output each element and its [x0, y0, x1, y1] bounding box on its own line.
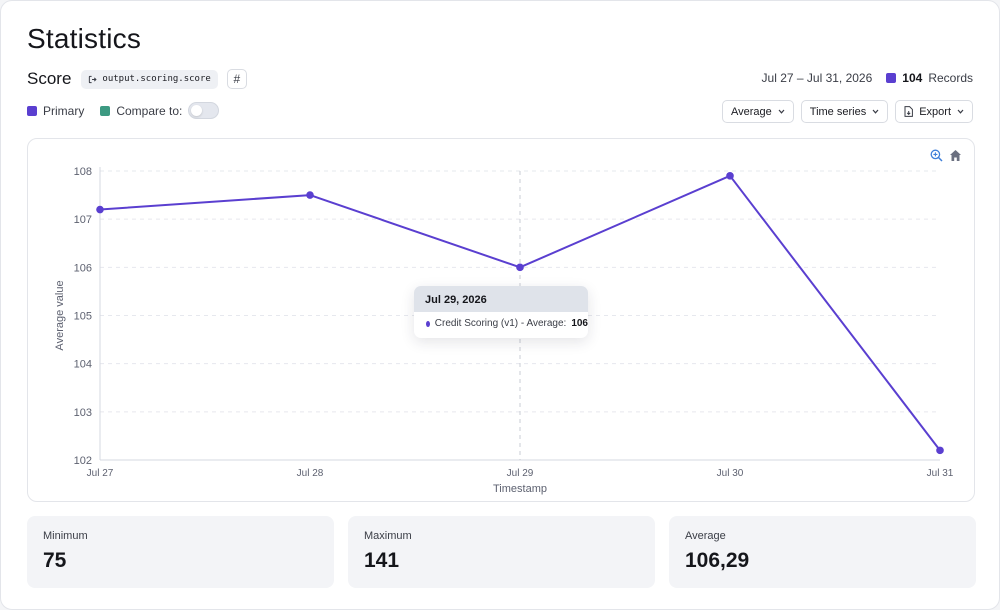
output-arrow-icon — [89, 75, 98, 83]
chevron-down-icon — [957, 109, 964, 114]
view-dropdown[interactable]: Time series — [800, 100, 889, 123]
stat-minimum-value: 75 — [43, 549, 67, 572]
export-file-icon — [904, 106, 914, 117]
data-point — [306, 191, 314, 199]
chevron-down-icon — [872, 109, 879, 114]
data-point — [936, 446, 944, 455]
x-tick-label: Jul 29 — [507, 468, 534, 479]
y-tick-label: 108 — [74, 166, 92, 178]
stat-average: Average 106,29 — [669, 516, 976, 588]
metric-label: Score — [27, 69, 72, 88]
view-value: Time series — [809, 105, 867, 118]
export-dropdown[interactable]: Export — [895, 100, 973, 123]
date-range: Jul 27 – Jul 31, 2026 — [761, 71, 873, 85]
legend-row: Primary Compare to: — [27, 102, 220, 119]
stat-maximum-value: 141 — [364, 549, 400, 572]
y-tick-label: 103 — [74, 407, 92, 419]
export-label: Export — [919, 105, 951, 118]
aggregation-dropdown[interactable]: Average — [721, 100, 794, 123]
data-point — [516, 263, 524, 272]
x-tick-label: Jul 28 — [297, 468, 324, 479]
x-tick-label: Jul 27 — [87, 468, 114, 479]
y-tick-label: 102 — [74, 455, 92, 467]
chart-toolbar — [930, 149, 962, 162]
chart-tooltip: Jul 29, 2026 Credit Scoring (v1) - Avera… — [414, 286, 588, 338]
data-point — [726, 172, 734, 180]
stats-row: Minimum 75 Maximum 141 Average 106,29 — [27, 516, 976, 588]
range-summary: Jul 27 – Jul 31, 2026 104 Records — [762, 71, 973, 85]
records-summary: 104 Records — [886, 71, 973, 85]
line-chart: 102 103 104 105 106 107 108 Jul 27 Jul 28 Jul 29 J… — [54, 166, 954, 495]
metric-path-chip[interactable]: output.scoring.score — [81, 69, 218, 89]
compare-toggle[interactable] — [188, 102, 220, 119]
stat-average-value: 106,29 — [685, 549, 750, 572]
stat-minimum: Minimum 75 — [27, 516, 334, 588]
chart-controls: Average Time series Export — [721, 100, 973, 123]
chart-container: 102 103 104 105 106 107 108 Jul 27 Jul 28 Jul 29 J… — [27, 138, 975, 502]
compare-swatch — [100, 105, 111, 116]
primary-color-swatch — [886, 73, 897, 83]
hash-button[interactable]: # — [226, 69, 247, 89]
stat-minimum-label: Minimum — [43, 530, 88, 542]
y-tick-label: 105 — [74, 311, 92, 323]
home-reset-icon[interactable] — [949, 149, 962, 162]
page-title: Statistics — [27, 23, 142, 54]
primary-swatch — [27, 105, 37, 116]
tooltip-series-label: Credit Scoring (v1) - Average: — [434, 318, 567, 329]
data-point — [96, 205, 104, 214]
stat-maximum: Maximum 141 — [348, 516, 655, 588]
records-label: Records — [928, 71, 973, 85]
legend-compare: Compare to: — [100, 102, 220, 119]
tooltip-date: Jul 29, 2026 — [414, 286, 588, 312]
y-tick-label: 106 — [74, 262, 92, 274]
metric-path: output.scoring.score — [102, 74, 211, 84]
y-tick-label: 107 — [74, 214, 92, 226]
zoom-in-icon[interactable] — [930, 149, 943, 162]
legend-primary-label: Primary — [43, 103, 85, 118]
aggregation-value: Average — [730, 105, 772, 118]
tooltip-row: Credit Scoring (v1) - Average: 106 — [414, 312, 588, 329]
x-axis-title: Timestamp — [493, 483, 547, 495]
chevron-down-icon — [778, 109, 785, 114]
legend-primary: Primary — [27, 104, 84, 118]
y-axis-title: Average value — [54, 280, 66, 350]
records-count: 104 — [902, 71, 923, 85]
stat-average-label: Average — [685, 530, 726, 542]
x-tick-label: Jul 30 — [717, 468, 744, 479]
metric-row: Score output.scoring.score # — [27, 69, 247, 89]
stat-maximum-label: Maximum — [364, 530, 412, 542]
y-tick-label: 104 — [74, 359, 92, 371]
tooltip-series-dot — [426, 320, 430, 327]
legend-compare-label: Compare to: — [116, 103, 183, 118]
tooltip-value: 106 — [571, 318, 588, 329]
x-tick-label: Jul 31 — [927, 468, 954, 479]
